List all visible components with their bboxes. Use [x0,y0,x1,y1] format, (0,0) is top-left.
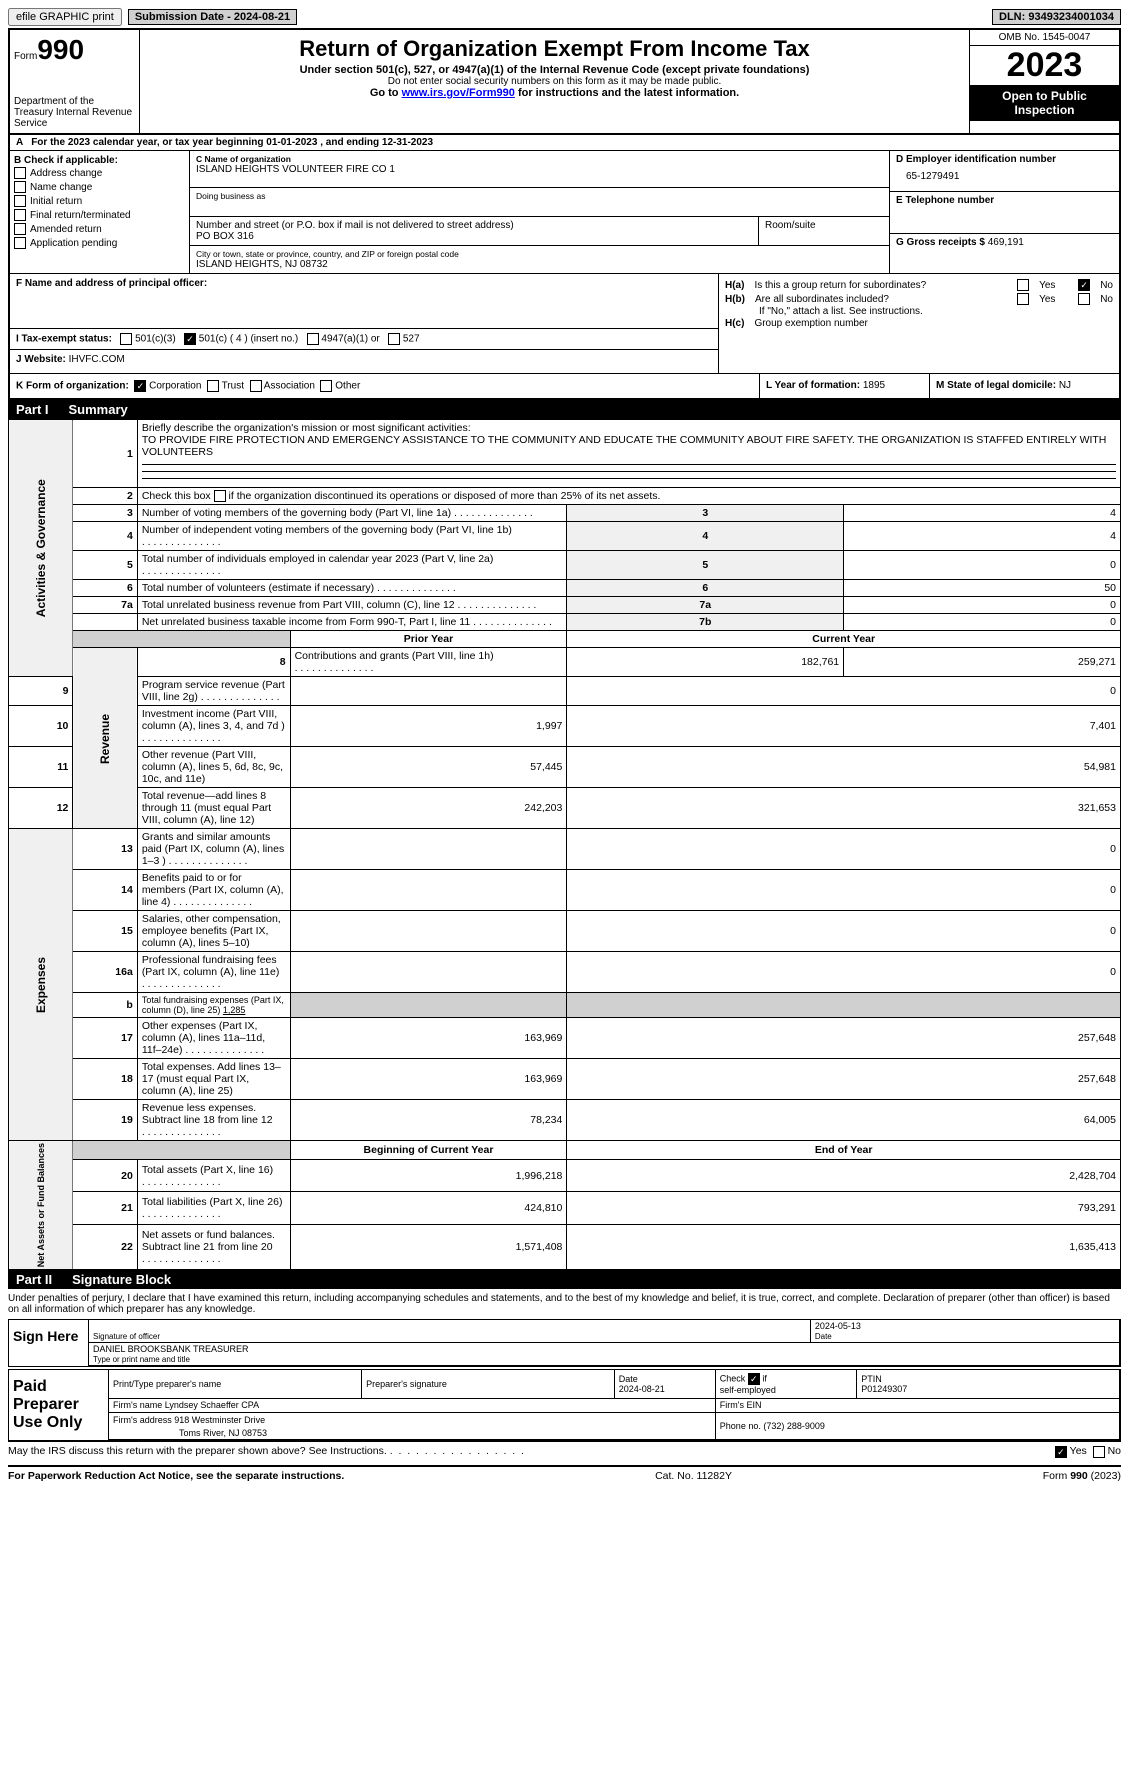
address-value: PO BOX 316 [196,231,752,242]
tab-expenses: Expenses [9,829,73,1141]
form-org-label: K Form of organization: [16,381,129,392]
cb-final-return[interactable] [14,209,26,221]
subtitle-1: Under section 501(c), 527, or 4947(a)(1)… [148,64,961,76]
cb-discontinued[interactable] [214,490,226,502]
efile-print-button[interactable]: efile GRAPHIC print [8,8,122,26]
cb-501c3[interactable] [120,333,132,345]
sig-date-value: 2024-05-13 [815,1321,861,1331]
section-b: B Check if applicable: Address change Na… [10,151,190,273]
website-value: IHVFC.COM [69,354,125,365]
cb-self-employed[interactable] [748,1373,760,1385]
cb-4947[interactable] [307,333,319,345]
row-a-period: A For the 2023 calendar year, or tax yea… [10,135,1119,151]
form-number: 990 [37,34,84,65]
firm-name: Lyndsey Schaeffer CPA [165,1400,259,1410]
hb-note: If "No," attach a list. See instructions… [725,306,1113,317]
part-i-header: Part ISummary [8,400,1121,419]
omb-number: OMB No. 1545-0047 [970,30,1119,46]
fundraising-exp-value: 1,285 [223,1005,246,1015]
sign-here-block: Sign Here Signature of officer2024-05-13… [8,1319,1121,1367]
year-formation-label: L Year of formation: [766,380,863,391]
cb-ha-yes[interactable] [1017,279,1029,291]
cb-501c[interactable] [184,333,196,345]
th-prior-year: Prior Year [290,631,567,648]
subtitle-2: Do not enter social security numbers on … [148,76,961,87]
year-formation-value: 1895 [863,380,885,391]
th-current-year: Current Year [567,631,1121,648]
city-value: ISLAND HEIGHTS, NJ 08732 [196,259,883,270]
tax-exempt-label: I Tax-exempt status: [16,334,112,345]
cb-amended[interactable] [14,223,26,235]
val-4: 4 [844,522,1121,551]
form-word: Form [14,51,37,62]
website-label: J Website: [16,354,69,365]
cb-initial-return[interactable] [14,195,26,207]
th-beginning: Beginning of Current Year [290,1141,567,1160]
top-bar: efile GRAPHIC print Submission Date - 20… [8,8,1121,26]
firm-address-1: 918 Westminster Drive [174,1415,265,1425]
cb-discuss-yes[interactable] [1055,1446,1067,1458]
firm-address-2: Toms River, NJ 08753 [179,1428,267,1438]
dept-treasury: Department of the Treasury Internal Reve… [14,96,135,129]
domicile-label: M State of legal domicile: [936,380,1059,391]
perjury-declaration: Under penalties of perjury, I declare th… [8,1289,1121,1319]
val-5: 0 [844,551,1121,580]
th-end: End of Year [567,1141,1121,1160]
cb-corp[interactable] [134,380,146,392]
summary-table: Activities & Governance 1 Briefly descri… [8,419,1121,1270]
submission-date: Submission Date - 2024-08-21 [128,9,297,25]
val-7a: 0 [844,597,1121,614]
mission-text: TO PROVIDE FIRE PROTECTION AND EMERGENCY… [142,434,1107,458]
domicile-value: NJ [1059,380,1071,391]
cb-app-pending[interactable] [14,237,26,249]
cb-trust[interactable] [207,380,219,392]
ein-value: 65-1279491 [896,165,1113,188]
val-6: 50 [844,580,1121,597]
cb-discuss-no[interactable] [1093,1446,1105,1458]
principal-officer-label: F Name and address of principal officer: [16,278,712,328]
subtitle-3: Go to www.irs.gov/Form990 for instructio… [148,87,961,99]
discuss-row: May the IRS discuss this return with the… [8,1441,1121,1460]
firm-phone: (732) 288-9009 [763,1421,825,1431]
tab-activities-governance: Activities & Governance [9,420,73,677]
ptin-value: P01249307 [861,1384,907,1394]
form-title: Return of Organization Exempt From Incom… [148,36,961,62]
gross-receipts-label: G Gross receipts $ [896,237,988,248]
cb-hb-no[interactable] [1078,293,1090,305]
footer: For Paperwork Reduction Act Notice, see … [8,1465,1121,1485]
dba-label: Doing business as [196,191,883,201]
val-3: 4 [844,505,1121,522]
val-7b: 0 [844,614,1121,631]
mission-label: Briefly describe the organization's miss… [142,422,471,434]
open-to-public: Open to Public Inspection [970,85,1119,121]
cb-527[interactable] [388,333,400,345]
part-ii-header: Part IISignature Block [8,1270,1121,1289]
officer-name: DANIEL BROOKSBANK TREASURER [93,1344,249,1354]
tax-year: 2023 [970,46,1119,85]
org-name-label: C Name of organization [196,154,883,164]
phone-label: E Telephone number [896,195,1113,206]
cb-ha-no[interactable] [1078,279,1090,291]
tab-net-assets: Net Assets or Fund Balances [9,1141,73,1270]
prep-date: 2024-08-21 [619,1384,665,1394]
cb-name-change[interactable] [14,181,26,193]
room-label: Room/suite [765,220,883,231]
paid-preparer-block: Paid Preparer Use Only Print/Type prepar… [8,1369,1121,1441]
cb-hb-yes[interactable] [1017,293,1029,305]
city-label: City or town, state or province, country… [196,249,883,259]
tab-revenue: Revenue [73,648,137,829]
cb-assoc[interactable] [250,380,262,392]
ein-label: D Employer identification number [896,154,1113,165]
org-name: ISLAND HEIGHTS VOLUNTEER FIRE CO 1 [196,164,883,184]
address-label: Number and street (or P.O. box if mail i… [196,220,752,231]
irs-link[interactable]: www.irs.gov/Form990 [402,87,515,99]
cb-address-change[interactable] [14,167,26,179]
gross-receipts-value: 469,191 [988,237,1024,248]
info-section: A For the 2023 calendar year, or tax yea… [8,135,1121,400]
dln: DLN: 93493234001034 [992,9,1121,25]
cb-other[interactable] [320,380,332,392]
form-header: Form990 Department of the Treasury Inter… [8,28,1121,135]
